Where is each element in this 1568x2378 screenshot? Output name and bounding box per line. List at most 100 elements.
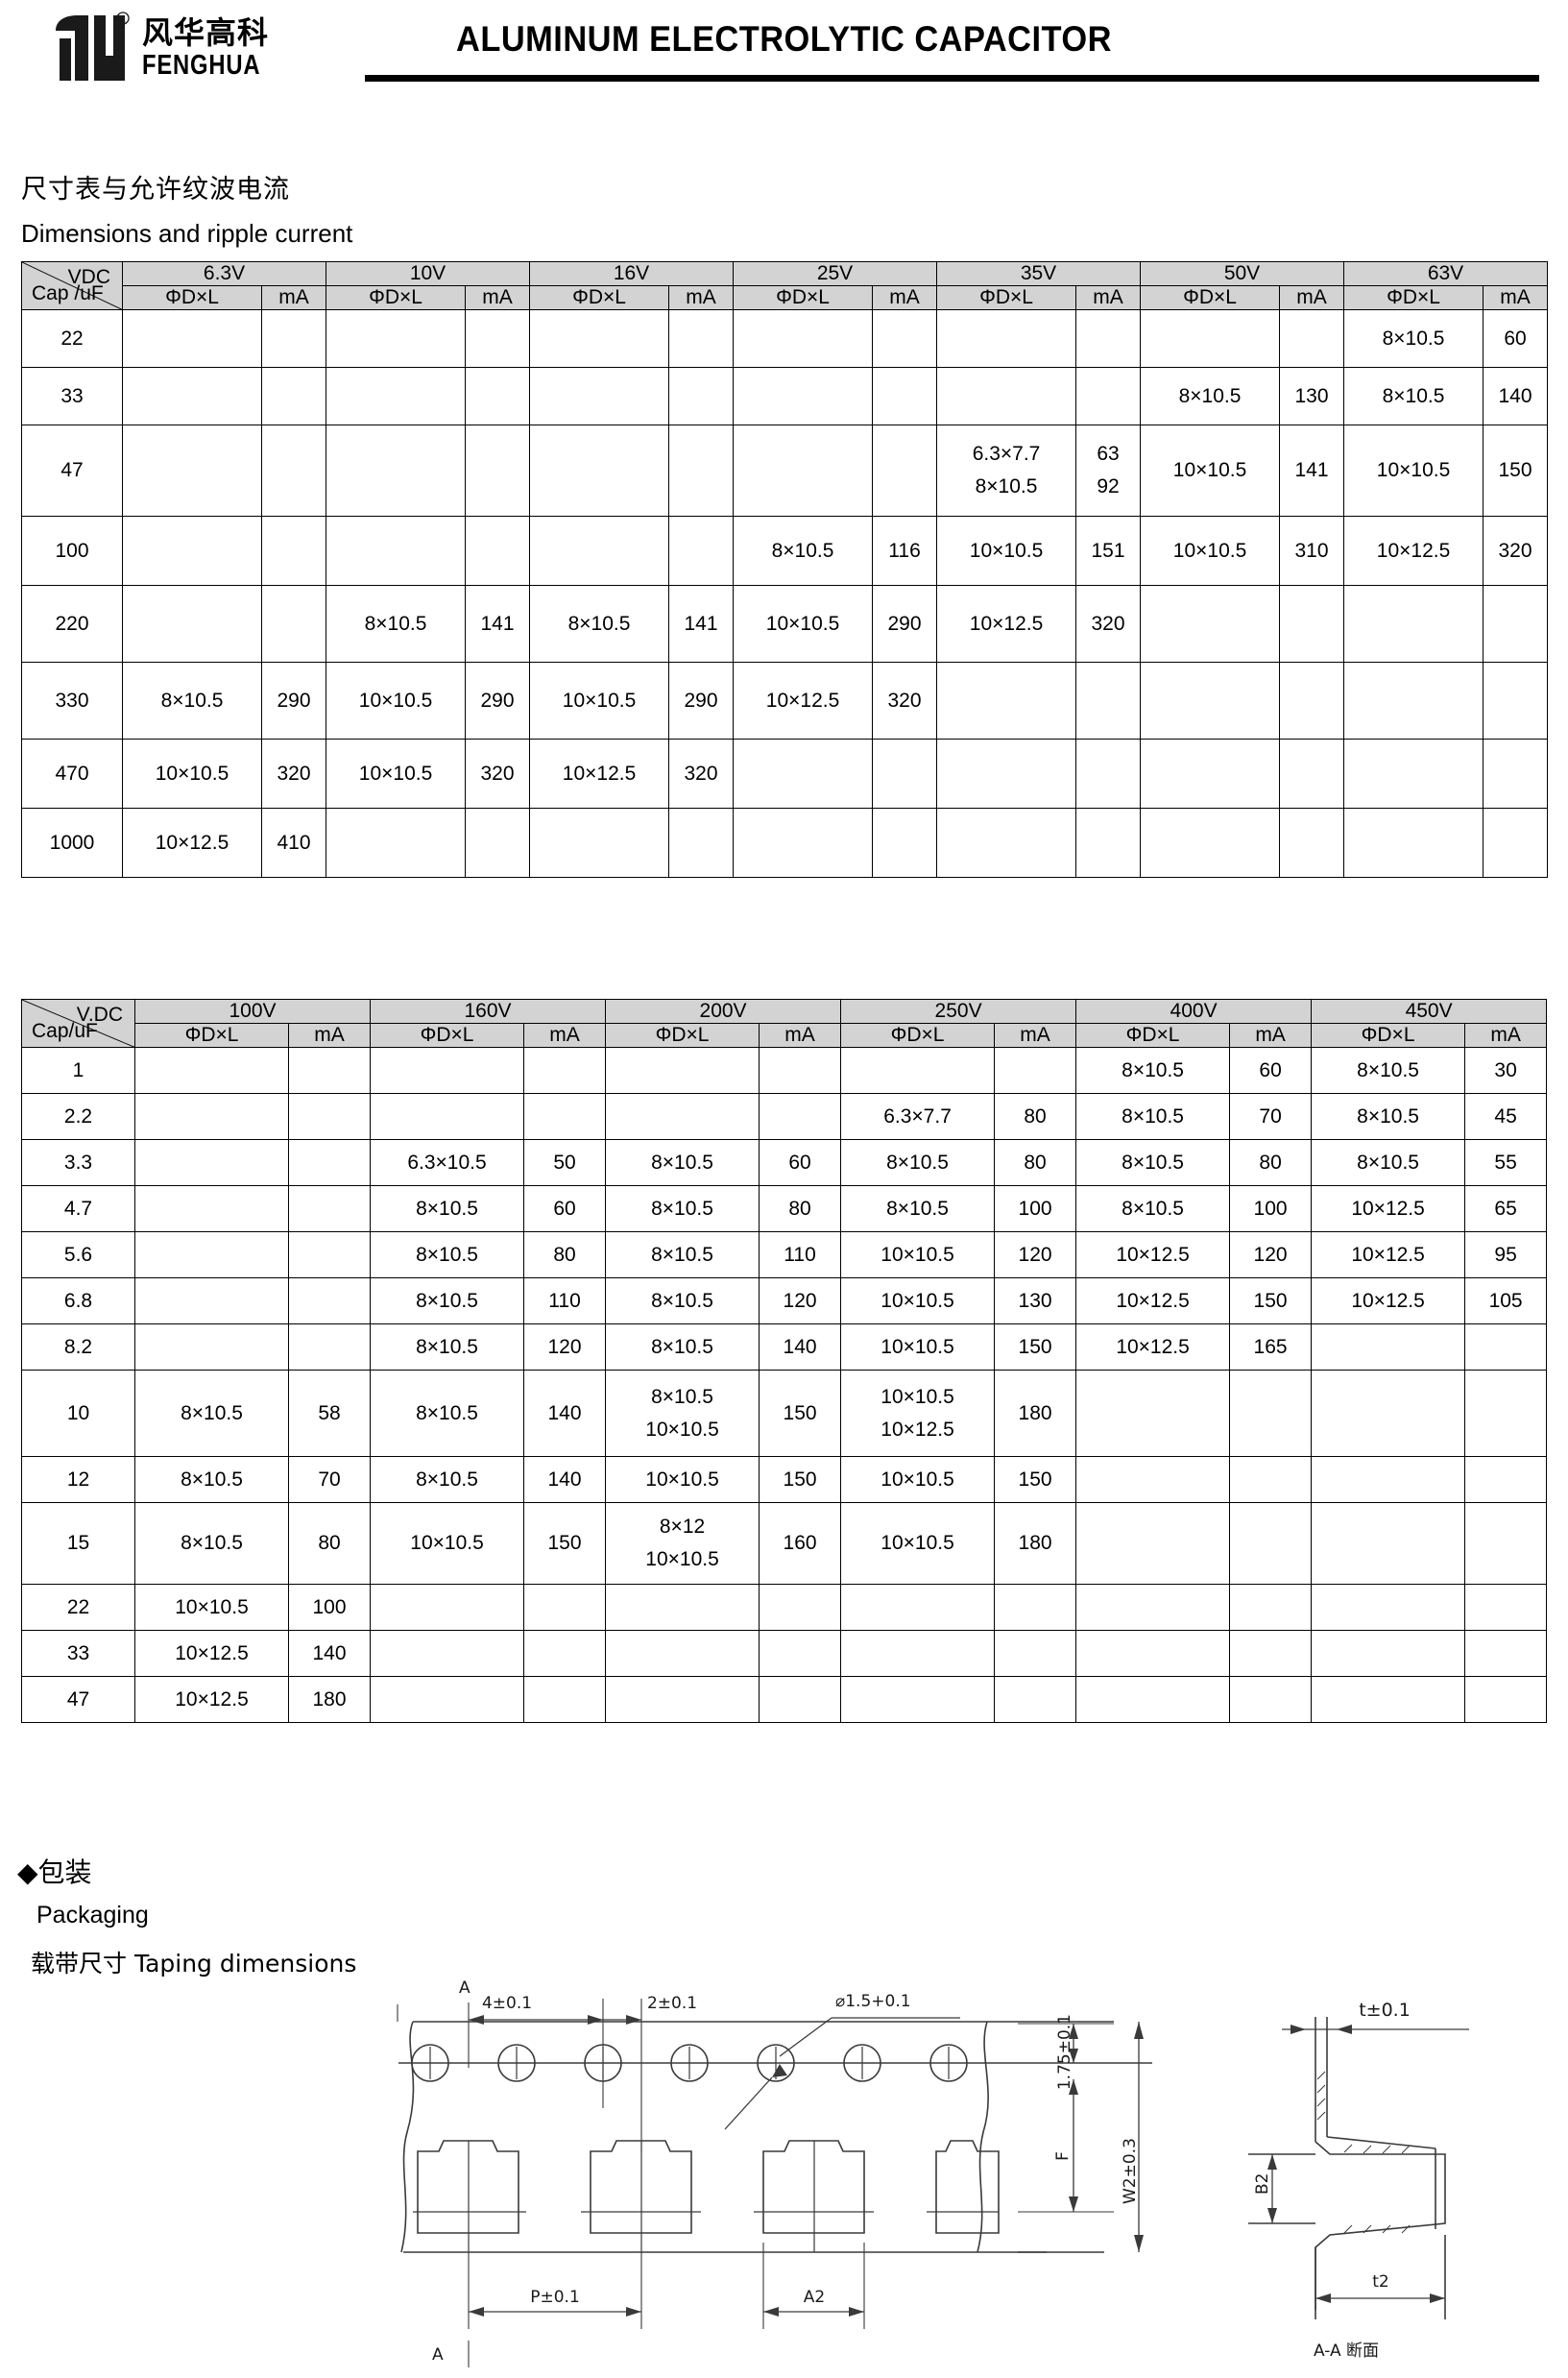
size-cell (1343, 808, 1484, 879)
ripple-cell: 180 (994, 1502, 1077, 1586)
size-cell: 8×12 10×10.5 (605, 1502, 760, 1586)
ripple-cell (465, 367, 531, 426)
ripple-cell: 290 (465, 662, 531, 740)
ripple-cell: 320 (1483, 516, 1549, 587)
ripple-cell: 290 (668, 662, 735, 740)
ripple-cell: 150 (1483, 425, 1549, 518)
pitch-2-label: 2±0.1 (647, 1994, 697, 2013)
size-cell (134, 1277, 289, 1325)
capacitance-cell: 1 (21, 1047, 135, 1095)
size-cell (1075, 1502, 1231, 1586)
size-cell: 6.3×7.7 8×10.5 (936, 425, 1077, 518)
ripple-cell: 320 (1075, 585, 1142, 664)
packaging-heading-chinese: ◆包装 (17, 1856, 92, 1888)
size-cell (134, 1093, 289, 1141)
size-cell: 10×10.5 (326, 739, 467, 810)
ripple-cell (523, 1093, 607, 1141)
ripple-cell (260, 516, 327, 587)
size-cell (122, 425, 262, 518)
ripple-subheader: mA (260, 285, 327, 311)
size-cell: 10×12.5 (134, 1676, 289, 1724)
size-cell (733, 367, 874, 426)
ripple-cell: 160 (759, 1502, 842, 1586)
table1-cap-axis-label: Cap /uF (32, 282, 104, 305)
ripple-cell (1075, 367, 1142, 426)
ripple-cell: 151 (1075, 516, 1142, 587)
svg-text:R: R (120, 15, 126, 24)
size-cell: 8×10.5 (134, 1370, 289, 1458)
size-cell (936, 662, 1077, 740)
capacitance-cell: 47 (21, 425, 123, 518)
size-cell: 10×10.5 (840, 1231, 996, 1279)
ripple-cell: 80 (759, 1185, 842, 1233)
size-cell (134, 1185, 289, 1233)
ripple-cell: 120 (1229, 1231, 1313, 1279)
size-cell: 8×10.5 (370, 1185, 525, 1233)
table-row: 12 8×10.5 70 8×10.5 140 10×10.5 150 10×10.5 150 (21, 1456, 1548, 1504)
ripple-subheader: mA (1279, 285, 1345, 311)
ripple-cell: 60 (1229, 1047, 1313, 1095)
size-cell (840, 1676, 996, 1724)
capacitance-cell: 6.8 (21, 1277, 135, 1325)
ripple-cell (465, 425, 531, 518)
hole-diameter-label: ⌀1.5+0.1 (835, 1992, 911, 2011)
size-cell: 10×10.5 (529, 662, 670, 740)
page-header: R 风华高科 FENGHUA ALUMINUM ELECTROLYTIC CAP… (0, 0, 1568, 101)
size-cell (840, 1047, 996, 1095)
ripple-cell (287, 1185, 372, 1233)
ripple-cell: 130 (1279, 367, 1345, 426)
ripple-cell: 60 (1483, 309, 1549, 369)
size-cell: 8×10.5 (134, 1456, 289, 1504)
size-cell: 10×10.5 (326, 662, 467, 740)
table-row: 8.2 8×10.5 120 8×10.5 140 10×10.5 150 10×12.5 16… (21, 1323, 1548, 1371)
size-cell (134, 1139, 289, 1187)
size-cell (840, 1584, 996, 1632)
ripple-cell: 140 (759, 1323, 842, 1371)
size-cell (936, 309, 1077, 369)
ripple-cell (287, 1047, 372, 1095)
size-cell: 10×12.5 (1311, 1231, 1466, 1279)
size-cell: 10×12.5 (1311, 1277, 1466, 1325)
ripple-cell: 60 (523, 1185, 607, 1233)
ripple-cell: 45 (1464, 1093, 1548, 1141)
size-cell: 10×10.5 (840, 1323, 996, 1371)
ripple-cell (523, 1047, 607, 1095)
size-cell: 10×10.5 (840, 1502, 996, 1586)
table-row: 1 8×10.5 60 8×10.5 30 (21, 1047, 1548, 1095)
size-subheader: ΦD×L (1140, 285, 1281, 311)
size-cell: 8×10.5 (1311, 1093, 1466, 1141)
size-cell (733, 309, 874, 369)
ripple-subheader: mA (1483, 285, 1549, 311)
ripple-cell: 63 92 (1075, 425, 1142, 518)
size-cell (605, 1093, 760, 1141)
ripple-cell (759, 1584, 842, 1632)
size-cell: 8×10.5 (1343, 367, 1484, 426)
table-row: 100 8×10.5 116 10×10.5 151 10×10.5 310 10×12.5 3… (21, 516, 1549, 587)
pitch-4-label: 4±0.1 (482, 1994, 532, 2013)
size-subheader: ΦD×L (733, 285, 874, 311)
size-cell (1311, 1323, 1466, 1371)
size-cell: 10×10.5 (1140, 425, 1281, 518)
table-row: 33 10×12.5 140 (21, 1630, 1548, 1678)
size-subheader: ΦD×L (370, 1023, 525, 1049)
size-cell: 8×10.5 (733, 516, 874, 587)
size-cell: 8×10.5 (605, 1231, 760, 1279)
table-row: 330 8×10.5 290 10×10.5 290 10×10.5 290 10×12.5 3… (21, 662, 1549, 740)
size-cell: 8×10.5 (1075, 1047, 1231, 1095)
size-cell (605, 1676, 760, 1724)
capacitance-cell: 220 (21, 585, 123, 664)
ripple-cell: 150 (759, 1370, 842, 1458)
voltage-header-16V: 16V (529, 260, 735, 287)
b2-dimension-label: B2 (1253, 2173, 1272, 2195)
capacitance-cell: 12 (21, 1456, 135, 1504)
ripple-cell (872, 309, 938, 369)
size-cell (1075, 1630, 1231, 1678)
size-cell: 10×12.5 (733, 662, 874, 740)
capacitance-cell: 330 (21, 662, 123, 740)
size-cell (529, 425, 670, 518)
table-row: 2.2 6.3×7.7 80 8×10.5 70 8×10.5 45 (21, 1093, 1548, 1141)
table-row: 47 10×12.5 180 (21, 1676, 1548, 1724)
size-cell (1311, 1676, 1466, 1724)
ripple-cell (668, 425, 735, 518)
size-cell (936, 739, 1077, 810)
